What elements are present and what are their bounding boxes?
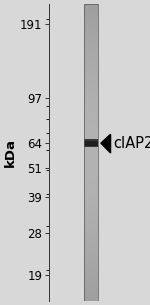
- Text: cIAP2: cIAP2: [113, 136, 150, 151]
- Bar: [84, 4, 99, 301]
- Y-axis label: kDa: kDa: [4, 138, 17, 167]
- Polygon shape: [101, 134, 111, 153]
